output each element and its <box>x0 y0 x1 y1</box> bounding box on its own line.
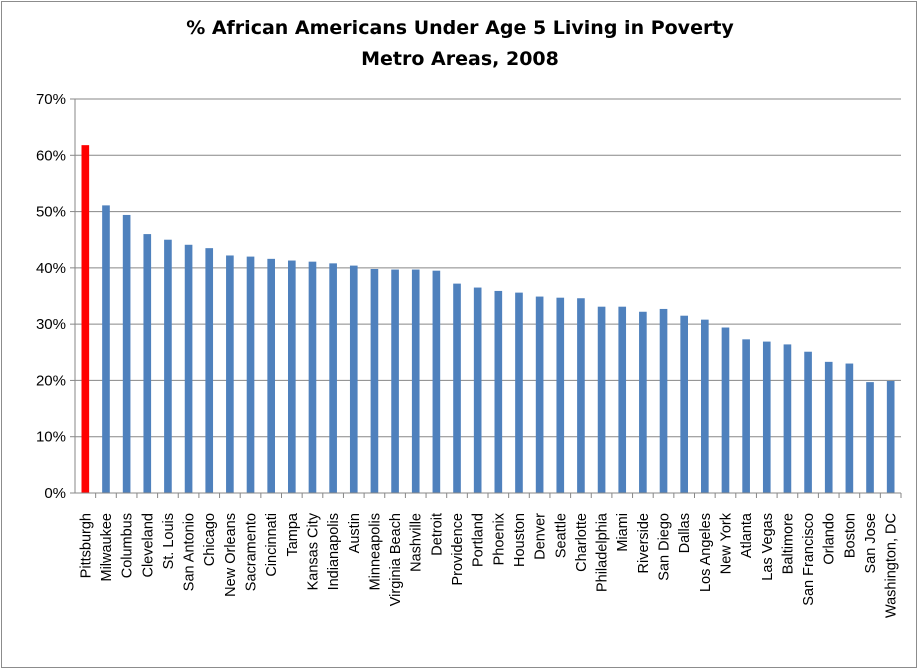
x-tick-label: Los Angeles <box>698 513 714 592</box>
bar-indianapolis <box>329 263 337 493</box>
y-tick-label: 60% <box>36 147 66 164</box>
x-tick-label: Providence <box>450 513 466 586</box>
chart-title: % African Americans Under Age 5 Living i… <box>186 17 734 39</box>
x-tick-label: Portland <box>471 513 487 567</box>
x-tick-label: Atlanta <box>739 512 755 558</box>
bars <box>81 145 895 494</box>
x-tick-label: Phoenix <box>491 512 507 565</box>
x-tick-label: Nashville <box>409 513 425 572</box>
bar-baltimore <box>783 344 792 493</box>
bar-los-angeles <box>701 319 709 493</box>
bar-atlanta <box>742 339 750 493</box>
bar-cleveland <box>143 234 152 494</box>
x-tick-label: Baltimore <box>780 513 796 574</box>
x-tick-label: San Antonio <box>182 513 198 591</box>
bar-milwaukee <box>102 205 110 493</box>
bar-minneapolis <box>370 268 379 493</box>
bar-riverside <box>639 311 647 493</box>
x-tick-label: Columbus <box>120 513 136 578</box>
chart-subtitle: Metro Areas, 2008 <box>361 48 559 70</box>
bar-dallas <box>680 315 688 493</box>
bar-detroit <box>432 270 441 493</box>
x-tick-label: Cleveland <box>140 513 156 578</box>
x-tick-label: San Jose <box>863 513 879 573</box>
x-tick-label: Tampa <box>285 512 301 556</box>
bar-austin <box>349 265 358 493</box>
x-tick-label: Riverside <box>636 513 652 573</box>
y-tick-label: 40% <box>36 260 66 277</box>
x-tick-label: Orlando <box>822 513 838 565</box>
bar-phoenix <box>494 290 503 493</box>
x-tick-label: Milwaukee <box>99 513 115 582</box>
bar-philadelphia <box>597 306 606 493</box>
bar-portland <box>473 287 482 493</box>
x-tick-label: Minneapolis <box>367 513 383 590</box>
bar-miami <box>618 306 627 493</box>
bar-washington-dc <box>886 380 895 493</box>
x-tick-label: Indianapolis <box>326 513 342 590</box>
y-tick-label: 30% <box>36 316 66 333</box>
bar-las-vegas <box>762 341 771 493</box>
y-tick-label: 70% <box>36 91 66 108</box>
axes <box>74 99 902 498</box>
bar-kansas-city <box>308 261 317 493</box>
bar-nashville <box>411 269 420 493</box>
bar-new-york <box>721 327 730 493</box>
x-tick-label: Denver <box>533 513 549 560</box>
x-tick-labels: Pittsburgh Milwaukee Columbus Cleveland St. … <box>78 512 899 618</box>
gridlines <box>70 98 901 494</box>
x-tick-label: San Francisco <box>801 513 817 606</box>
bar-columbus <box>122 214 131 493</box>
x-tick-label: Dallas <box>677 513 693 553</box>
bar-pittsburgh <box>81 145 90 493</box>
bar-providence <box>453 283 461 493</box>
x-tick-label: Miami <box>615 513 631 552</box>
bar-san-jose <box>866 382 874 493</box>
y-tick-label: 20% <box>36 372 66 389</box>
x-tick-label: St. Louis <box>161 513 177 569</box>
y-tick-label: 0% <box>44 485 66 502</box>
bar-houston <box>515 292 523 493</box>
bar-new-orleans <box>226 255 234 493</box>
x-tick-label: San Diego <box>657 513 673 581</box>
bar-st-louis <box>164 239 172 493</box>
y-tick-labels: 0% 10% 20% 30% 40% 50% 60% 70% <box>36 91 66 502</box>
bar-chicago <box>205 248 214 493</box>
bar-san-antonio <box>184 244 193 493</box>
bar-san-diego <box>659 308 668 493</box>
y-tick-label: 50% <box>36 204 66 221</box>
x-tick-label: New Orleans <box>223 513 239 597</box>
x-tick-label: Detroit <box>429 513 445 556</box>
bar-cincinnati <box>267 258 275 493</box>
x-tick-label: Virginia Beach <box>388 513 404 606</box>
bar-orlando <box>824 361 833 493</box>
x-tick-label: Washington, DC <box>884 513 900 618</box>
x-tick-label: Chicago <box>202 513 218 566</box>
x-tick-label: Boston <box>842 513 858 558</box>
bar-boston <box>845 363 854 493</box>
x-tick-label: Kansas City <box>305 512 321 590</box>
x-tick-label: Pittsburgh <box>78 513 94 578</box>
x-tick-label: Austin <box>347 513 363 553</box>
bar-virginia-beach <box>391 269 399 493</box>
bar-seattle <box>556 297 565 493</box>
y-tick-label: 10% <box>36 429 66 446</box>
x-tick-label: Las Vegas <box>760 513 776 581</box>
bar-san-francisco <box>804 351 812 493</box>
bar-charlotte <box>577 298 585 493</box>
x-tick-label: Sacramento <box>244 513 260 591</box>
bar-tampa <box>288 260 296 493</box>
x-tick-label: Houston <box>512 513 528 567</box>
bar-sacramento <box>246 256 255 493</box>
x-tick-label: Cincinnati <box>264 513 280 577</box>
x-tick-label: New York <box>718 512 734 574</box>
x-tick-label: Philadelphia <box>595 512 611 592</box>
x-tick-label: Charlotte <box>574 513 590 572</box>
x-tick-label: Seattle <box>553 513 569 558</box>
bar-denver <box>535 296 544 493</box>
